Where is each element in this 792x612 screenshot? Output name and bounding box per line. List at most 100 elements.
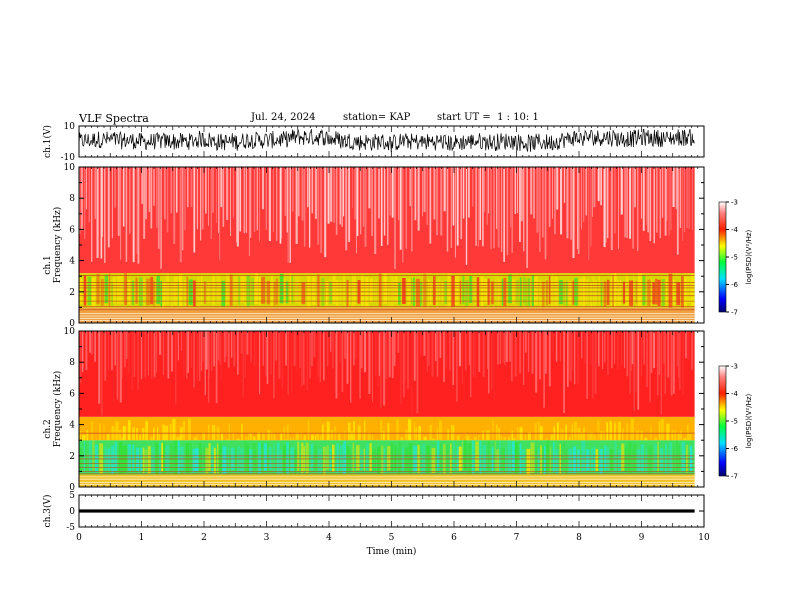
spectrogram-texture xyxy=(503,437,506,441)
spectrogram-texture xyxy=(198,442,202,472)
spectrogram-streak xyxy=(193,331,195,388)
spectrogram-streak xyxy=(246,331,249,355)
spectrogram-streak xyxy=(506,167,509,256)
spectrogram-texture xyxy=(598,274,600,305)
spectrogram-streak xyxy=(356,167,359,237)
spectrogram-texture xyxy=(150,276,154,305)
spectrogram-texture xyxy=(142,447,145,473)
x-tick-label: 9 xyxy=(639,533,645,543)
spectrogram-streak xyxy=(614,167,616,234)
waveform-axis-label: ch.3(V) xyxy=(42,495,53,528)
spectrogram-texture xyxy=(587,432,591,441)
spectrogram-streak xyxy=(642,331,644,357)
spectrogram-texture xyxy=(321,424,324,441)
spectrogram-streak xyxy=(293,331,296,367)
spectrogram-texture xyxy=(184,279,186,307)
x-tick-label: 10 xyxy=(698,533,710,543)
spectrogram-streak xyxy=(542,167,544,238)
spectrogram-texture xyxy=(555,448,559,475)
spectrogram-streak xyxy=(270,331,272,376)
spectrogram-texture xyxy=(487,440,490,471)
spectrogram-texture xyxy=(372,435,374,441)
spectrogram-streak xyxy=(472,167,474,207)
spectrogram-streak xyxy=(144,331,147,378)
spectrogram-texture xyxy=(165,445,170,471)
spectrogram-streak xyxy=(536,167,539,233)
spectrogram-streak xyxy=(495,167,498,229)
spectrogram-texture xyxy=(207,424,210,441)
spectrogram-streak xyxy=(187,167,189,208)
colorbar-tick-label: -5 xyxy=(731,254,738,262)
spectrogram-streak xyxy=(679,167,682,228)
spectrogram-streak xyxy=(157,167,160,249)
spectrogram-streak xyxy=(326,331,329,367)
spectrogram-streak xyxy=(631,331,632,372)
spectrogram-streak xyxy=(136,167,138,254)
spectrogram-streak xyxy=(570,167,572,240)
colorbar-tick-label: -4 xyxy=(731,390,739,398)
spectrogram-streak xyxy=(272,167,274,233)
spectrogram-streak xyxy=(397,331,400,353)
spectrogram-texture xyxy=(221,432,224,441)
spectrogram-streak xyxy=(364,167,367,247)
spectrogram-streak xyxy=(111,331,113,371)
spectrogram-texture xyxy=(683,437,687,441)
spectrogram-texture xyxy=(257,432,261,441)
spectrogram-texture xyxy=(609,420,612,441)
spectrogram-streak xyxy=(465,167,468,265)
spectrogram-streak xyxy=(678,331,680,378)
spectrogram-texture xyxy=(524,278,527,307)
spectrogram-texture xyxy=(629,280,634,306)
spectrogram-texture xyxy=(606,422,609,441)
y-tick-label: 2 xyxy=(69,452,75,462)
spectrogram-texture xyxy=(439,443,442,471)
y-tick-label: 0 xyxy=(69,507,75,517)
spectrogram-texture xyxy=(600,431,603,441)
spectrogram-texture xyxy=(185,442,190,473)
spectrogram-texture xyxy=(456,434,460,441)
spectrogram-texture xyxy=(106,433,110,441)
spectrogram-streak xyxy=(431,331,434,377)
spectrogram-streak xyxy=(449,331,451,371)
spectrogram-texture xyxy=(212,274,215,305)
spectrogram-streak xyxy=(151,331,153,379)
spectrogram-streak xyxy=(446,167,449,252)
spectrogram-texture xyxy=(666,423,670,441)
spectrogram-texture xyxy=(294,449,297,475)
spectrogram-texture xyxy=(258,442,261,474)
spectrogram-streak xyxy=(313,331,316,358)
spectrogram-streak xyxy=(629,331,631,394)
spectrogram-texture xyxy=(241,423,243,441)
spectrogram-texture xyxy=(396,419,399,441)
spectrogram-texture xyxy=(82,434,86,441)
spectrogram-streak xyxy=(634,167,636,208)
spectrogram-texture xyxy=(162,281,166,308)
spectrogram-streak xyxy=(458,331,462,367)
spectrogram-streak xyxy=(566,167,569,239)
channel-label: ch.1 xyxy=(43,255,53,274)
spectrogram-streak xyxy=(552,167,553,219)
spectrogram-texture xyxy=(566,281,568,307)
spectrogram-streak xyxy=(291,331,292,394)
spectrogram-streak xyxy=(317,167,320,245)
spectrogram-streak xyxy=(592,167,593,217)
spectrogram-texture xyxy=(508,436,511,441)
spectrogram-texture xyxy=(550,274,554,307)
spectrogram-texture xyxy=(348,282,351,306)
spectrogram-texture xyxy=(258,276,261,305)
spectrogram-streak xyxy=(620,167,623,215)
spectrogram-streak xyxy=(672,331,675,394)
spectrogram-texture xyxy=(519,427,523,441)
spectrogram-streak xyxy=(213,331,215,367)
spectrogram-texture xyxy=(144,449,148,471)
spectrogram-streak xyxy=(663,331,665,364)
spectrogram-streak xyxy=(435,331,437,362)
spectrogram-streak xyxy=(483,167,486,212)
spectrogram-streak xyxy=(672,167,675,208)
spectrogram-texture xyxy=(633,273,635,304)
spectrogram-texture xyxy=(330,430,334,441)
spectrogram-texture xyxy=(221,280,226,307)
spectrogram-texture xyxy=(228,423,231,441)
spectrogram-texture xyxy=(277,442,280,475)
spectrogram-texture xyxy=(261,276,266,304)
